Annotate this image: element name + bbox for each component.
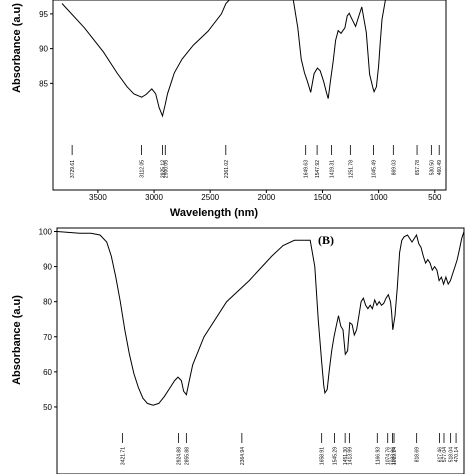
panel-b-peak-label: 1166.93 <box>375 447 381 465</box>
panel-b-peak-label: 3421.71 <box>120 447 126 465</box>
panel-a-peak-label: 2925.12 <box>160 160 166 178</box>
panel-a-peak-label: 2900.05 <box>163 160 169 178</box>
panel-a-x-tick-label: 3000 <box>145 193 163 202</box>
panel-b-y-tick-label: 100 <box>39 228 53 237</box>
panel-a-x-axis-label: Wavelength (nm) <box>170 207 259 219</box>
panel-a-peak-label: 1649.63 <box>304 160 310 178</box>
panel-a-x-tick-label: 2500 <box>201 193 219 202</box>
panel-b-y-tick-label: 80 <box>43 298 52 307</box>
panel-b-peak-markers: 3421.71 2924.88 2855.88 2364.94 1658.91 1545.… <box>120 433 460 465</box>
panel-b-peak-label: 577.04 <box>442 447 448 463</box>
panel-b-y-tick-label: 70 <box>43 333 52 342</box>
panel-b-frame <box>56 227 465 474</box>
panel-a-peak-label: 1547.92 <box>315 160 321 178</box>
panel-b-peak-label: 1074.76 <box>386 447 392 465</box>
panel-a-y-tick-label: 85 <box>39 79 48 88</box>
panel-a-peak-label: 460.49 <box>437 160 443 176</box>
panel-a: Absorbance (a.u) Wavelength (nm) 959085 … <box>11 0 447 219</box>
panel-a-x-tick-label: 1000 <box>370 193 388 202</box>
panel-b-peak-label: 1451.30 <box>343 447 349 465</box>
panel-b-peak-label: 1545.29 <box>333 447 339 465</box>
panel-b-peak-label: 1019.14 <box>392 447 398 465</box>
panel-a-x-tick-label: 500 <box>428 193 442 202</box>
panel-b-y-tick-label: 50 <box>43 403 52 412</box>
panel-a-x-tick-label: 3500 <box>89 193 107 202</box>
panel-a-peak-label: 869.03 <box>391 160 397 176</box>
panel-b-y-axis-label: Absorbance (a.u) <box>11 295 23 385</box>
panel-b-y-tick-label: 90 <box>43 263 52 272</box>
panel-a-peak-label: 1251.78 <box>348 160 354 178</box>
panel-a-y-tick-label: 90 <box>39 45 48 54</box>
panel-b-spectrum-line <box>56 231 465 406</box>
panel-b-peak-label: 617.46 <box>437 447 443 463</box>
panel-b-peak-label: 1033.06 <box>390 447 396 465</box>
panel-b-peak-label: 2924.88 <box>177 447 183 465</box>
panel-b-title: (B) <box>318 233 334 247</box>
panel-b-peak-label: 818.69 <box>415 447 421 463</box>
panel-a-y-ticks: 95 90 85 <box>39 10 53 88</box>
panel-b-peak-label: 1658.91 <box>320 447 326 465</box>
panel-a-peak-label: 1419.31 <box>330 160 336 178</box>
panel-a-peak-label: 2361.02 <box>224 160 230 178</box>
panel-b-peak-label: 518.04 <box>449 447 455 463</box>
panel-b-peak-label: 1413.99 <box>347 447 353 465</box>
panel-b-y-tick-label: 60 <box>43 368 52 377</box>
panel-a-peak-label: 530.50 <box>429 160 435 176</box>
panel-a-spectrum-line <box>61 0 230 118</box>
panel-b-peak-label: 2855.88 <box>184 447 190 465</box>
panel-a-y-tick-label: 95 <box>39 10 48 19</box>
panel-a-peak-label: 3112.05 <box>139 160 145 178</box>
panel-a-spectrum-line <box>292 0 386 99</box>
panel-b-spectrum <box>56 231 465 406</box>
panel-a-peak-label: 1045.49 <box>372 160 378 178</box>
panel-a-x-tick-label: 2000 <box>257 193 275 202</box>
panel-b-y-ticks: 100 90 80 70 60 50 <box>39 228 57 412</box>
panel-a-frame <box>52 0 447 191</box>
panel-a-y-axis-label: Absorbance (a.u) <box>11 3 23 93</box>
panel-a-spectrum <box>61 0 386 118</box>
panel-a-x-ticks: 3500 3000 2500 2000 1500 1000 500 <box>89 190 442 202</box>
panel-a-x-tick-label: 1500 <box>314 193 332 202</box>
panel-a-peak-label: 657.78 <box>415 160 421 176</box>
panel-b-peak-label: 470.14 <box>454 447 460 463</box>
panel-a-peak-label: 3729.61 <box>70 160 76 178</box>
panel-b: (B) Absorbance (a.u) 100 90 80 70 60 50 3421.… <box>11 227 465 474</box>
panel-b-peak-label: 2364.94 <box>240 447 246 465</box>
